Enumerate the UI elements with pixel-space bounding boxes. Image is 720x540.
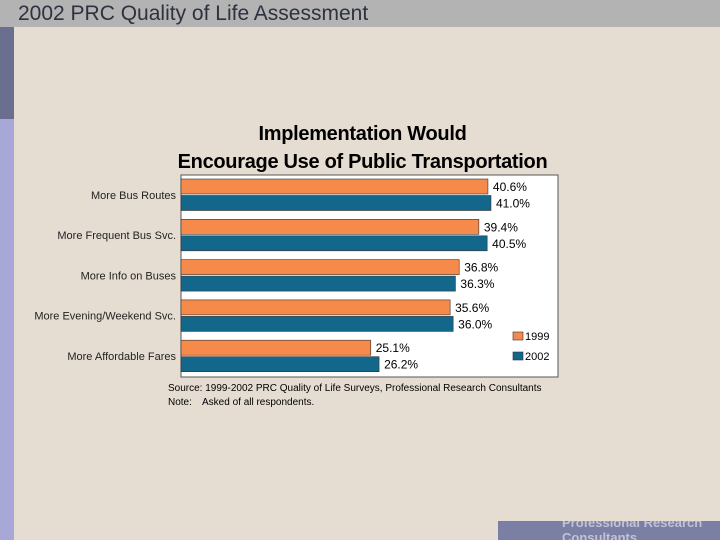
bar-1999 — [180, 339, 372, 356]
data-label: 36.0% — [458, 317, 492, 331]
category-label: More Evening/Weekend Svc. — [34, 311, 176, 323]
bar-1999 — [180, 178, 489, 195]
note-text: Asked of all respondents. — [202, 397, 315, 408]
data-label: 40.6% — [493, 180, 527, 194]
slide-title: 2002 PRC Quality of Life Assessment — [18, 2, 369, 25]
legend-label-2002: 2002 — [525, 351, 549, 363]
header-bar: 2002 PRC Quality of Life Assessment — [0, 0, 720, 27]
footer-bar: Professional Research Consultants — [498, 521, 720, 540]
chart-title: Implementation Would Encourage Use of Pu… — [160, 120, 565, 176]
bar-2002 — [180, 195, 492, 211]
bar-2002 — [180, 316, 454, 332]
data-label: 36.8% — [464, 261, 498, 275]
legend-label-1999: 1999 — [525, 331, 549, 343]
chart-title-line2: Encourage Use of Public Transportation — [177, 151, 548, 173]
category-label: More Bus Routes — [91, 190, 176, 202]
chart-note: Note: Asked of all respondents. — [168, 396, 314, 409]
data-label: 36.3% — [460, 277, 494, 291]
bar-2002 — [180, 275, 456, 292]
data-label: 39.4% — [484, 220, 518, 234]
category-label: More Affordable Fares — [67, 351, 176, 363]
data-label: 41.0% — [496, 197, 530, 211]
data-label: 35.6% — [455, 301, 489, 315]
left-accent-dark — [0, 27, 14, 119]
category-label: More Info on Buses — [81, 270, 177, 282]
footer-text: Professional Research Consultants — [562, 521, 703, 540]
legend-swatch-2002 — [512, 351, 524, 361]
bar-1999 — [180, 299, 451, 316]
bar-1999 — [180, 259, 460, 275]
left-accent-light — [0, 119, 14, 540]
data-label: 26.2% — [384, 358, 418, 372]
bar-1999 — [180, 219, 480, 235]
data-label: 40.5% — [492, 237, 526, 251]
data-label: 25.1% — [376, 341, 410, 355]
bar-2002 — [180, 235, 488, 252]
legend-swatch-1999 — [512, 331, 524, 341]
note-label: Note: — [168, 397, 192, 408]
chart-title-line1: Implementation Would — [258, 123, 467, 145]
bar-2002 — [180, 356, 380, 373]
chart-source: Source: 1999-2002 PRC Quality of Life Su… — [168, 383, 542, 394]
category-label: More Frequent Bus Svc. — [57, 230, 176, 242]
